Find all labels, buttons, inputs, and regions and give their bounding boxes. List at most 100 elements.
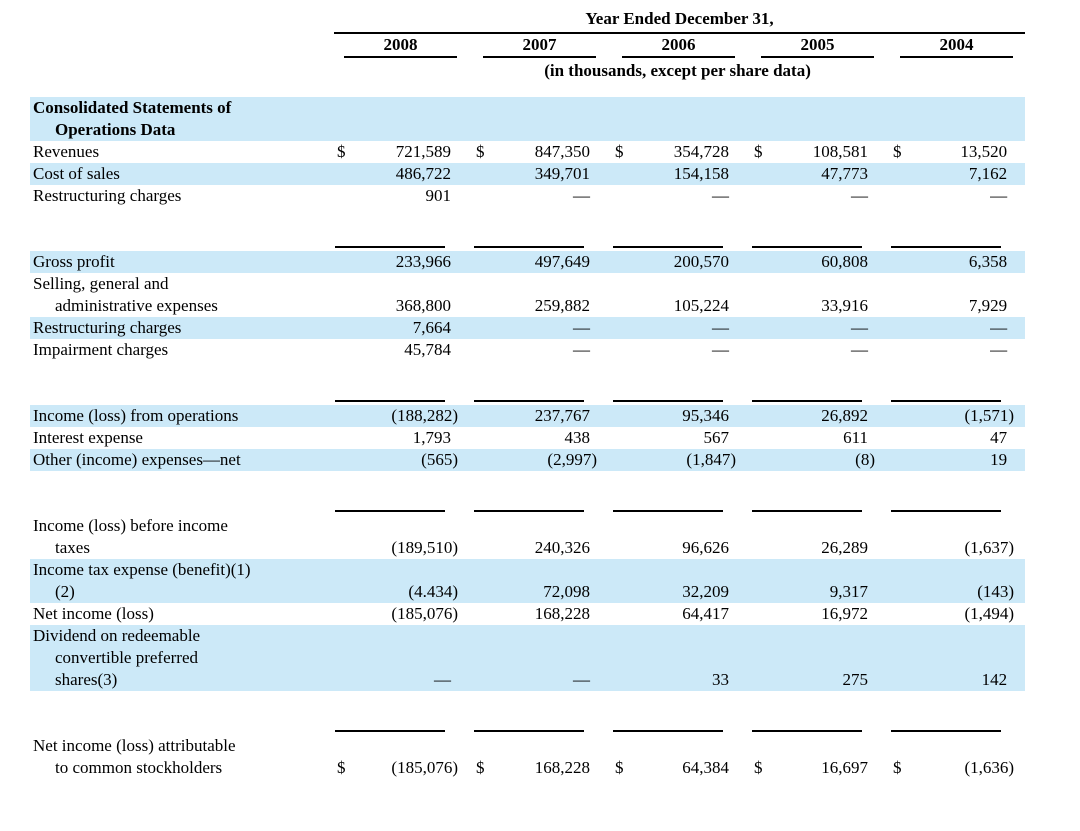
- spacer-value-cell: [469, 207, 608, 251]
- row-label-line: Consolidated Statements of: [33, 98, 232, 117]
- value-cell: (4.434): [330, 559, 469, 603]
- row-label-line: shares(3): [55, 670, 118, 689]
- units-note: (in thousands, except per share data): [544, 61, 811, 80]
- table-row: Income (loss) from operations (188,282) 23…: [30, 405, 1026, 427]
- value-cell: (8): [747, 449, 886, 471]
- value-cell: $16,697: [747, 735, 886, 779]
- row-label-line: taxes: [55, 538, 90, 557]
- table-row: Restructuring charges 7,664 — — — —: [30, 317, 1026, 339]
- value-cell: $108,581: [747, 141, 886, 163]
- value-cell: 168,228: [469, 603, 608, 625]
- value-cell: $721,589: [330, 141, 469, 163]
- spacer-value-cell: [608, 691, 747, 735]
- value-cell: —: [469, 317, 608, 339]
- year-label: 2004: [900, 34, 1014, 58]
- value-cell: $13,520: [886, 141, 1025, 163]
- value-cell: —: [747, 317, 886, 339]
- value-number: (8): [855, 450, 875, 469]
- value-cell: (1,571): [886, 405, 1026, 427]
- total-rule: [335, 246, 445, 248]
- financial-statements-table: Year Ended December 31, 2008 2007 2006 2…: [30, 8, 1026, 779]
- dollar-sign: $: [893, 758, 902, 777]
- row-label-line: Restructuring charges: [33, 318, 182, 337]
- value-cell: 368,800: [330, 273, 469, 317]
- dollar-sign: $: [337, 142, 346, 161]
- value-number: 33,916: [821, 296, 868, 315]
- spacer-value-cell: [886, 471, 1026, 515]
- table-row: Net income (loss) attributable to common …: [30, 735, 1025, 779]
- table-row: Interest expense 1,793 438 567 611 47: [30, 427, 1025, 449]
- value-cell: 611: [747, 427, 886, 449]
- spacer-value-cell: [469, 471, 608, 515]
- row-label: Dividend on redeemable convertible prefer…: [30, 625, 330, 691]
- total-rule: [335, 730, 445, 732]
- row-label-line: Cost of sales: [33, 164, 120, 183]
- value-cell: —: [608, 339, 747, 361]
- dollar-sign: $: [337, 758, 346, 777]
- spacer-value-cell: [886, 207, 1026, 251]
- year-label: 2008: [344, 34, 457, 58]
- row-label: Gross profit: [30, 251, 330, 273]
- value-cell: —: [469, 339, 608, 361]
- value-number: 497,649: [534, 252, 590, 271]
- value-number: 32,209: [682, 582, 729, 601]
- total-rule: [474, 730, 584, 732]
- value-cell: 9,317: [747, 559, 886, 603]
- year-label: 2007: [483, 34, 596, 58]
- value-number: 611: [843, 428, 868, 447]
- total-rule: [613, 730, 723, 732]
- spacer-value-cell: [747, 361, 886, 405]
- table-row: Revenues $721,589 $847,350 $354,728 $108,581…: [30, 141, 1025, 163]
- value-cell: —: [747, 339, 886, 361]
- value-cell: —: [608, 317, 747, 339]
- row-label-line: Income (loss) from operations: [33, 406, 239, 425]
- value-number: 7,162: [968, 164, 1008, 183]
- value-cell: $ (1,636): [886, 735, 1025, 779]
- dollar-sign: $: [476, 142, 485, 161]
- value-cell: 60,808: [747, 251, 886, 273]
- value-number: 19: [990, 450, 1008, 469]
- value-cell: (143): [886, 559, 1026, 603]
- value-number: (1,571): [964, 406, 1015, 425]
- value-cell: 6,358: [886, 251, 1026, 273]
- value-number: (1,636): [964, 758, 1015, 777]
- value-number: —: [573, 318, 590, 337]
- value-number: 33: [712, 670, 729, 689]
- spacer-value-cell: [608, 471, 747, 515]
- year-column-2007: 2007: [469, 34, 608, 58]
- section-heading-row: Consolidated Statements of Operations Dat…: [30, 97, 1026, 141]
- total-rule: [752, 246, 862, 248]
- row-label-line: Interest expense: [33, 428, 143, 447]
- value-number: 486,722: [395, 164, 451, 183]
- value-cell: 26,892: [747, 405, 886, 427]
- value-cell: —: [469, 625, 608, 691]
- table-row: Income tax expense (benefit)(1) (2) (4.434…: [30, 559, 1026, 603]
- value-number: 16,972: [821, 604, 868, 623]
- value-number: 26,892: [821, 406, 868, 425]
- value-cell: 154,158: [608, 163, 747, 185]
- row-label-line: Impairment charges: [33, 340, 169, 359]
- value-number: 567: [703, 428, 730, 447]
- table-row: Cost of sales 486,722 349,701 154,158 47,773…: [30, 163, 1026, 185]
- total-rule: [891, 246, 1002, 248]
- value-number: 26,289: [821, 538, 868, 557]
- value-cell: (1,847): [608, 449, 747, 471]
- value-number: 45,784: [404, 340, 451, 359]
- value-number: —: [573, 340, 590, 359]
- table-row: Net income (loss) (185,076) 168,228 64,417 1…: [30, 603, 1025, 625]
- total-rule: [474, 510, 584, 512]
- value-cell: (1,637): [886, 515, 1025, 559]
- value-cell: $847,350: [469, 141, 608, 163]
- spacer-value-cell: [330, 361, 469, 405]
- value-number: —: [851, 318, 868, 337]
- value-number: 64,417: [682, 604, 729, 623]
- spacer-value-cell: [469, 691, 608, 735]
- spacer-label-cell: [30, 471, 330, 515]
- value-number: 16,697: [821, 758, 868, 777]
- header-spacer-cell: [30, 8, 330, 34]
- table-body: Consolidated Statements of Operations Dat…: [30, 97, 1026, 779]
- spacer-value-cell: [330, 207, 469, 251]
- value-number: —: [573, 670, 590, 689]
- spacer-row: [30, 691, 1026, 735]
- row-label-line: Income tax expense (benefit)(1): [33, 560, 251, 579]
